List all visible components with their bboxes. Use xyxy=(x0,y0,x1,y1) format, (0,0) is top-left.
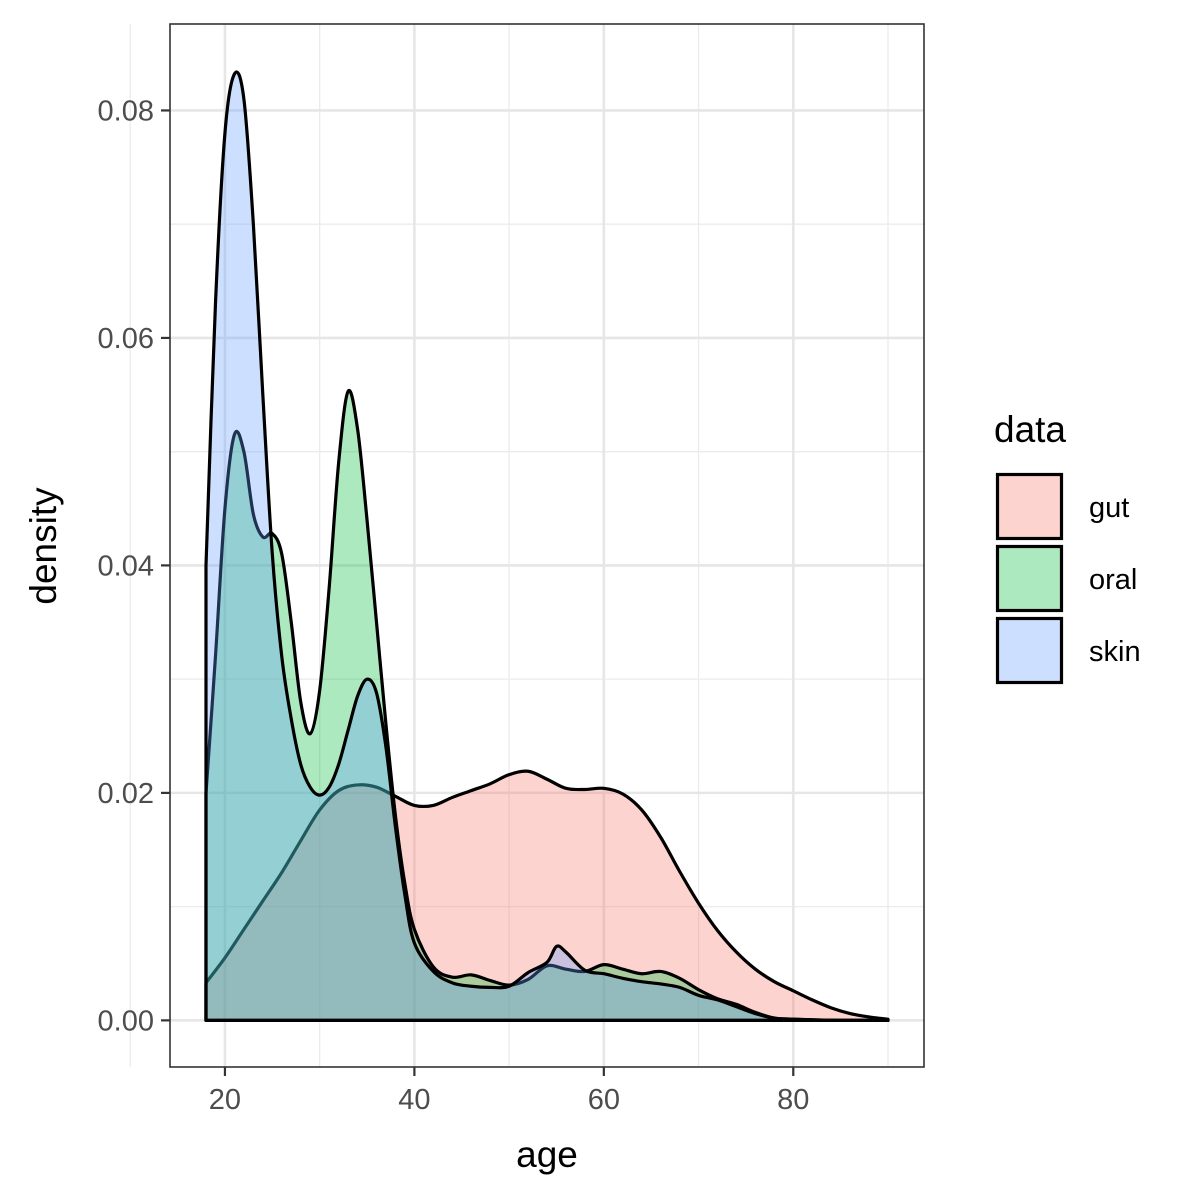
y-tick-label: 0.08 xyxy=(98,95,154,127)
x-tick-label: 80 xyxy=(777,1084,809,1116)
legend-label-skin: skin xyxy=(1089,636,1141,668)
density-area-skin xyxy=(204,70,890,1023)
grid-minor xyxy=(129,24,924,1067)
grid-major xyxy=(170,24,924,1067)
legend-title: data xyxy=(994,409,1066,450)
legend-key-gut xyxy=(995,472,1064,541)
legend-key-bg xyxy=(996,545,1063,612)
legend-label-gut: gut xyxy=(1089,492,1129,524)
legend-key-bg xyxy=(996,617,1063,684)
legend-label-oral: oral xyxy=(1089,564,1137,596)
plot-panel-background xyxy=(170,24,924,1067)
y-axis: 0.00 0.02 0.04 0.06 0.08 xyxy=(98,95,170,1037)
y-tick-label: 0.04 xyxy=(98,550,154,582)
legend: data gut oral skin xyxy=(994,409,1141,685)
x-axis-title: age xyxy=(516,1134,578,1175)
series-layer xyxy=(204,70,890,1023)
x-tick-label: 20 xyxy=(209,1084,241,1116)
y-tick-label: 0.02 xyxy=(98,778,154,810)
y-axis-title: density xyxy=(23,487,64,605)
legend-key-oral xyxy=(995,544,1064,613)
x-tick-label: 60 xyxy=(588,1084,620,1116)
legend-key-skin xyxy=(995,616,1064,685)
x-axis: 20 40 60 80 xyxy=(209,1067,809,1116)
x-tick-label: 40 xyxy=(398,1084,430,1116)
y-tick-label: 0.06 xyxy=(98,323,154,355)
plot-panel-border xyxy=(169,23,925,1068)
density-area-gut xyxy=(204,769,890,1022)
y-tick-label: 0.00 xyxy=(98,1005,154,1037)
legend-key-bg xyxy=(996,473,1063,540)
